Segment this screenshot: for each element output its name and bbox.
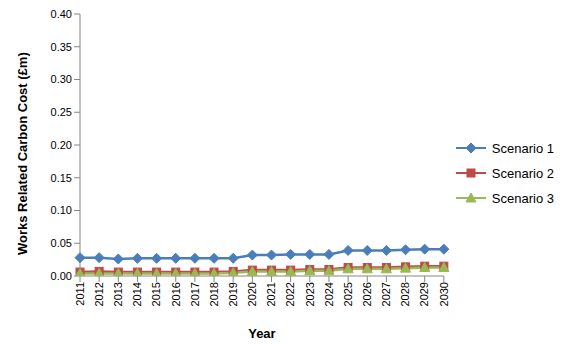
svg-text:0.05: 0.05 — [51, 237, 72, 249]
svg-text:2026: 2026 — [361, 282, 373, 306]
svg-text:2025: 2025 — [342, 282, 354, 306]
html-text:Scenario 1: Scenario 1 — [491, 140, 554, 156]
svg-text:2023: 2023 — [304, 282, 316, 306]
svg-text:0.10: 0.10 — [51, 204, 72, 216]
svg-text:Works Related Carbon Cost (£m): Works Related Carbon Cost (£m) — [15, 52, 30, 255]
svg-text:2019: 2019 — [227, 282, 239, 306]
svg-text:2011: 2011 — [74, 282, 86, 306]
svg-text:2028: 2028 — [399, 282, 411, 306]
svg-text:2021: 2021 — [265, 282, 277, 306]
html-text:Scenario 2: Scenario 2 — [491, 165, 554, 181]
svg-text:0.25: 0.25 — [51, 106, 72, 118]
svg-text:0.00: 0.00 — [51, 270, 72, 282]
svg-text:2016: 2016 — [170, 282, 182, 306]
svg-text:0.20: 0.20 — [51, 139, 72, 151]
svg-text:2030: 2030 — [438, 282, 450, 306]
svg-text:0.30: 0.30 — [51, 73, 72, 85]
svg-text:2018: 2018 — [208, 282, 220, 306]
svg-text:0.15: 0.15 — [51, 172, 72, 184]
svg-text:2022: 2022 — [284, 282, 296, 306]
svg-text:2013: 2013 — [112, 282, 124, 306]
svg-text:Year: Year — [248, 326, 275, 338]
svg-text:2020: 2020 — [246, 282, 258, 306]
html-text:Scenario 3: Scenario 3 — [491, 190, 554, 206]
svg-text:0.40: 0.40 — [51, 8, 72, 20]
svg-text:2012: 2012 — [93, 282, 105, 306]
svg-text:2015: 2015 — [150, 282, 162, 306]
svg-text:2027: 2027 — [380, 282, 392, 306]
svg-text:2024: 2024 — [323, 282, 335, 306]
svg-text:0.35: 0.35 — [51, 41, 72, 53]
svg-text:2014: 2014 — [131, 282, 143, 306]
svg-text:2029: 2029 — [419, 282, 431, 306]
svg-text:2017: 2017 — [189, 282, 201, 306]
